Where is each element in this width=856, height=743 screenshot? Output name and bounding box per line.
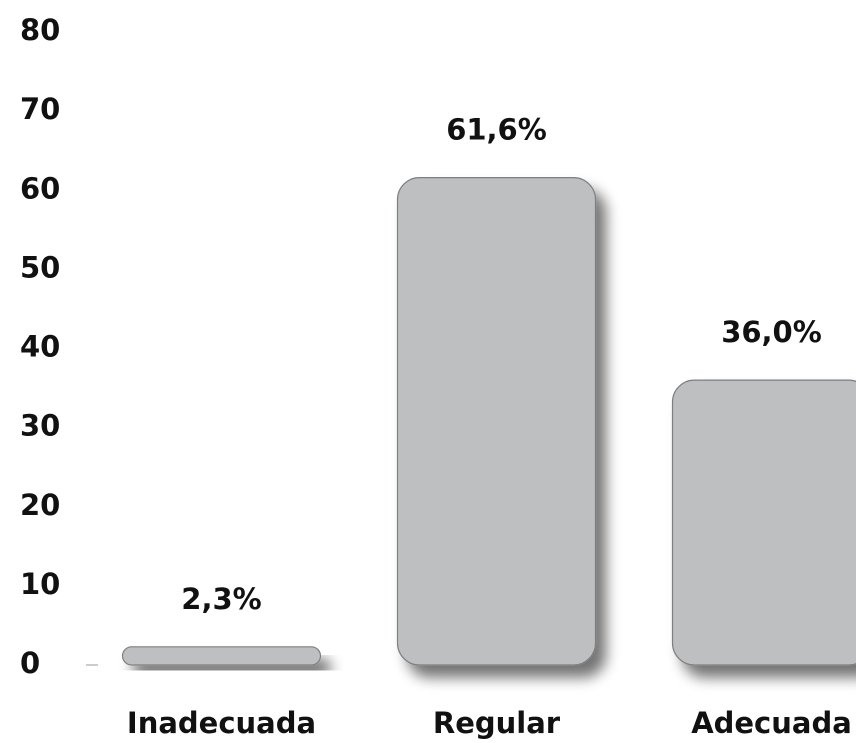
- y-tick-label: 70: [20, 92, 60, 126]
- x-tick-label: Regular: [433, 706, 561, 740]
- x-tick-label: Adecuada: [691, 706, 852, 740]
- y-tick-label: 60: [20, 171, 60, 205]
- x-tick-label: Inadecuada: [127, 706, 316, 740]
- value-label: 36,0%: [721, 315, 822, 349]
- bar: [396, 176, 597, 666]
- y-tick-label: 10: [20, 567, 60, 601]
- y-tick-label: 20: [20, 488, 60, 522]
- bar: [121, 646, 322, 666]
- value-label: 2,3%: [181, 582, 261, 616]
- value-label: 61,6%: [446, 113, 547, 147]
- y-tick-label: 30: [20, 409, 60, 443]
- bar: [671, 379, 856, 666]
- y-tick-label: 0: [20, 646, 40, 680]
- y-tick-label: 80: [20, 13, 60, 47]
- y-tick-label: 40: [20, 330, 60, 364]
- y-tick-label: 50: [20, 250, 60, 284]
